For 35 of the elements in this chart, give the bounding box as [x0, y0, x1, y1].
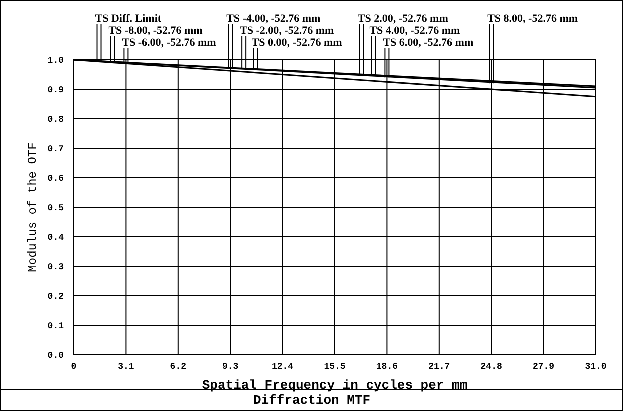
y-tick-label: 0.8 [48, 115, 64, 125]
x-tick-label: 24.8 [480, 362, 502, 372]
x-tick-label: 12.4 [272, 362, 294, 372]
x-tick-label: 27.9 [532, 362, 555, 372]
x-tick-label: 9.3 [222, 362, 239, 372]
annotation: TS 0.00, -52.76 mm [252, 37, 342, 49]
annotation: TS 8.00, -52.76 mm [488, 13, 578, 25]
x-tick-label: 18.6 [376, 362, 398, 372]
x-tick-label: 21.7 [428, 362, 450, 372]
y-tick-label: 0.9 [48, 86, 64, 96]
y-tick-label: 0.1 [48, 322, 65, 332]
annotation: TS -2.00, -52.76 mm [240, 25, 334, 37]
y-axis-title: Modulus of the OTF [26, 142, 40, 272]
annotation: TS 6.00, -52.76 mm [383, 37, 474, 49]
y-tick-label: 0.2 [48, 292, 64, 302]
annotation: TS -8.00, -52.76 mm [108, 25, 203, 37]
annotation: TS -6.00, -52.76 mm [122, 37, 216, 49]
x-tick-label: 0 [71, 362, 77, 372]
y-tick-label: 1.0 [48, 56, 64, 66]
x-tick-label: 15.5 [324, 362, 346, 372]
text: Diffraction MTF [253, 393, 371, 408]
x-tick-label: 6.2 [170, 362, 186, 372]
y-tick-label: 0.7 [48, 144, 64, 154]
y-tick-label: 0.5 [48, 204, 64, 214]
x-tick-label: 31.0 [585, 362, 607, 372]
y-tick-label: 0.0 [48, 351, 64, 361]
annotation: TS Diff. Limit [95, 13, 162, 25]
x-tick-label: 3.1 [118, 362, 135, 372]
y-tick-label: 0.4 [48, 233, 65, 243]
annotation: TS 4.00, -52.76 mm [370, 25, 460, 37]
annotation: TS 2.00, -52.76 mm [358, 13, 448, 25]
y-tick-label: 0.3 [48, 262, 64, 272]
y-tick-label: 0.6 [48, 174, 64, 184]
x-axis-title: Spatial Frequency in cycles per mm [202, 378, 468, 393]
annotation: TS -4.00, -52.76 mm [226, 13, 321, 25]
